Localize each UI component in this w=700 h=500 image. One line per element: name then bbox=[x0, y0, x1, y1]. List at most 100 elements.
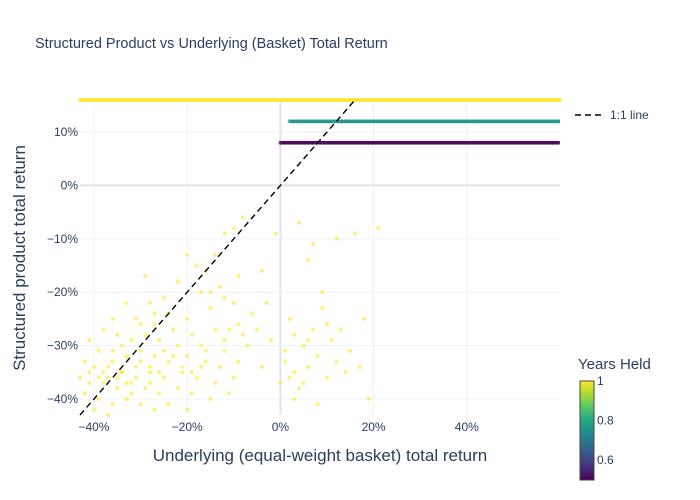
band-point bbox=[510, 140, 515, 145]
data-point bbox=[283, 359, 288, 364]
band-point bbox=[82, 98, 86, 102]
data-point bbox=[133, 364, 138, 369]
band-point bbox=[462, 98, 466, 102]
band-point bbox=[182, 98, 186, 102]
band-point bbox=[431, 119, 436, 124]
band-point bbox=[386, 98, 390, 102]
band-point bbox=[334, 140, 339, 145]
x-tick-label: 40% bbox=[455, 420, 479, 434]
band-point bbox=[475, 119, 480, 124]
data-point bbox=[338, 327, 343, 332]
data-point bbox=[110, 348, 115, 353]
data-point bbox=[189, 332, 194, 337]
data-point bbox=[115, 375, 120, 380]
band-point bbox=[294, 98, 298, 102]
band-point bbox=[503, 119, 508, 124]
band-point bbox=[322, 140, 327, 145]
band-point bbox=[518, 140, 523, 145]
band-point bbox=[347, 119, 352, 124]
data-point bbox=[292, 396, 297, 401]
data-point bbox=[161, 295, 166, 300]
data-point bbox=[236, 322, 241, 327]
band-point bbox=[374, 140, 379, 145]
y-tick-label: −10% bbox=[47, 232, 78, 246]
band-point bbox=[427, 119, 432, 124]
band-point bbox=[142, 98, 146, 102]
data-point bbox=[306, 338, 311, 343]
band-point bbox=[170, 98, 174, 102]
data-point bbox=[124, 300, 129, 305]
band-point bbox=[98, 98, 102, 102]
horizontal-bands bbox=[78, 98, 562, 145]
data-point bbox=[105, 375, 110, 380]
band-point bbox=[410, 98, 414, 102]
band-point bbox=[299, 119, 304, 124]
band-point bbox=[491, 119, 496, 124]
band-point bbox=[442, 140, 447, 145]
data-point bbox=[222, 295, 227, 300]
data-point bbox=[297, 386, 302, 391]
data-point bbox=[231, 226, 236, 231]
x-axis-title: Underlying (equal-weight basket) total r… bbox=[153, 446, 488, 465]
band-point bbox=[326, 98, 330, 102]
data-point bbox=[133, 375, 138, 380]
legend[interactable]: 1:1 line bbox=[575, 108, 649, 122]
band-point bbox=[355, 119, 360, 124]
data-point bbox=[143, 332, 148, 337]
band-point bbox=[450, 140, 455, 145]
band-point bbox=[287, 119, 292, 124]
band-point bbox=[498, 140, 503, 145]
band-point bbox=[418, 98, 422, 102]
band-point bbox=[102, 98, 106, 102]
band-point bbox=[511, 119, 516, 124]
data-point bbox=[105, 413, 110, 417]
data-point bbox=[366, 396, 371, 401]
chart-title: Structured Product vs Underlying (Basket… bbox=[35, 36, 388, 52]
band-point bbox=[538, 140, 543, 145]
colorbar-gradient bbox=[579, 380, 595, 481]
band-point bbox=[274, 98, 278, 102]
band-point bbox=[214, 98, 218, 102]
band-point bbox=[146, 98, 150, 102]
band-point bbox=[486, 98, 490, 102]
band-point bbox=[538, 98, 542, 102]
data-point bbox=[357, 364, 362, 369]
band-point bbox=[535, 119, 540, 124]
band-point bbox=[198, 98, 202, 102]
band-point bbox=[218, 98, 222, 102]
band-point bbox=[370, 140, 375, 145]
band-point bbox=[502, 140, 507, 145]
band-point bbox=[346, 140, 351, 145]
data-point bbox=[241, 215, 246, 220]
band-point bbox=[494, 140, 499, 145]
data-point bbox=[217, 364, 222, 369]
band-point bbox=[551, 119, 556, 124]
data-point bbox=[199, 290, 204, 295]
band-point bbox=[514, 140, 519, 145]
band-point bbox=[430, 98, 434, 102]
band-point bbox=[499, 119, 504, 124]
data-point bbox=[283, 348, 288, 353]
band-point bbox=[122, 98, 126, 102]
legend-label: 1:1 line bbox=[610, 108, 649, 122]
band-point bbox=[298, 98, 302, 102]
band-point bbox=[410, 140, 415, 145]
data-point bbox=[185, 407, 190, 412]
band-point bbox=[398, 98, 402, 102]
band-point bbox=[542, 140, 547, 145]
band-point bbox=[350, 98, 354, 102]
data-point bbox=[203, 348, 208, 353]
band-point bbox=[406, 140, 411, 145]
data-point bbox=[269, 338, 274, 343]
band-point bbox=[382, 98, 386, 102]
band-point bbox=[543, 119, 548, 124]
band-point bbox=[486, 140, 491, 145]
scatter-points bbox=[78, 215, 381, 417]
band-point bbox=[370, 98, 374, 102]
data-point bbox=[352, 231, 357, 236]
band-point bbox=[78, 98, 82, 102]
band-point bbox=[479, 119, 484, 124]
data-point bbox=[250, 311, 255, 316]
band-point bbox=[306, 140, 311, 145]
band-point bbox=[395, 119, 400, 124]
